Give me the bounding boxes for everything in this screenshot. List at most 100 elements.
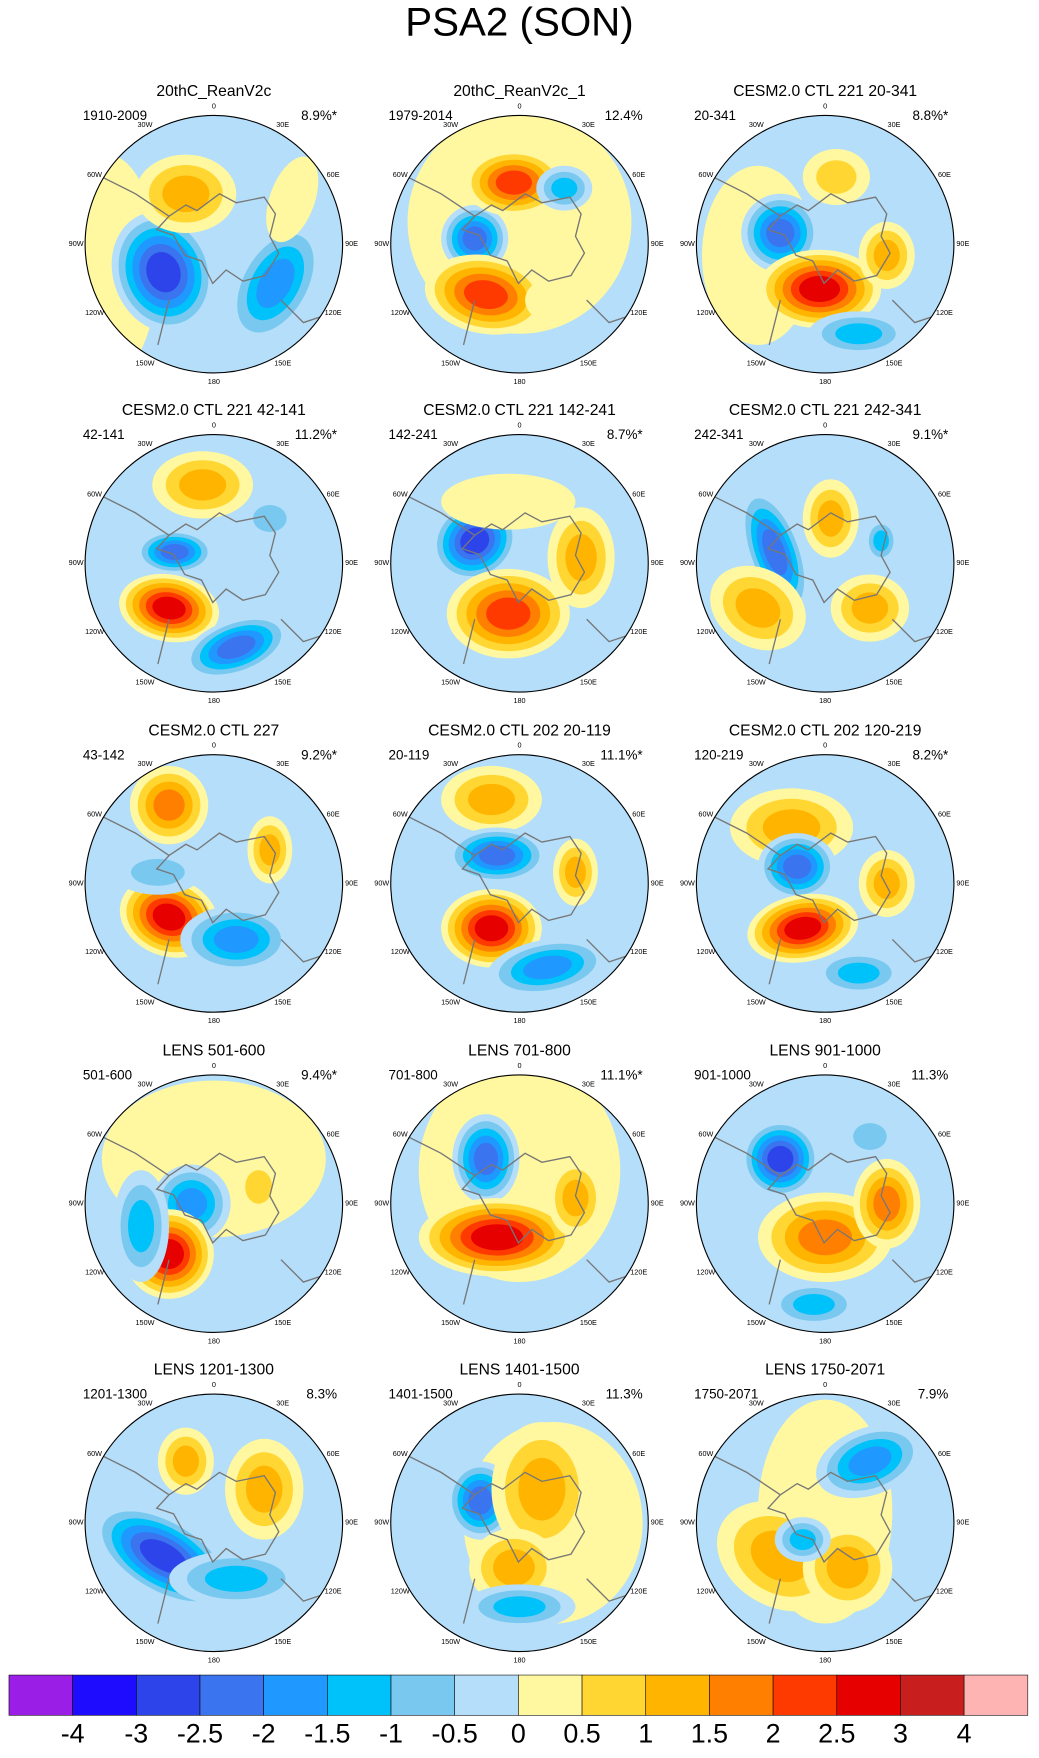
longitude-label: 30E: [888, 439, 901, 448]
longitude-label: 120E: [325, 1267, 342, 1276]
longitude-label: 120E: [936, 1587, 953, 1596]
panel-title: LENS 901-1000: [769, 1043, 881, 1060]
panel-title: CESM2.0 CTL 227: [148, 722, 279, 739]
longitude-label: 180: [513, 1655, 525, 1664]
longitude-label: 60W: [87, 489, 102, 498]
antarctica-outline: [390, 1443, 643, 1624]
map-panel: LENS 1750-2071 1750-2071 7.9% 0 30E 60E 90E 120…: [680, 1362, 970, 1665]
map-panel: LENS 501-600 501-600 9.4%* 0 30E 60E 90E 120E 15…: [69, 1043, 359, 1346]
contour-region: [562, 1179, 589, 1217]
longitude-label: 90W: [680, 1518, 695, 1527]
contour-region: [462, 226, 487, 251]
colorbar-swatch: [900, 1674, 965, 1716]
colorbar-swatch: [8, 1674, 73, 1716]
panel-period: 1910-2009: [83, 108, 147, 123]
panel-title: CESM2.0 CTL 202 120-219: [729, 722, 922, 739]
colorbar-label: -0.5: [432, 1719, 478, 1749]
longitude-label: 0: [212, 1061, 216, 1070]
antarctica-outline: [696, 165, 949, 346]
contour-region: [204, 1565, 268, 1592]
longitude-label: 150W: [441, 1318, 460, 1327]
contour-field: [696, 1394, 954, 1652]
contour-field: [696, 115, 954, 373]
panel-period: 142-241: [389, 427, 438, 442]
antarctica-outline: [85, 1124, 338, 1305]
panel-percent: 8.2%*: [912, 747, 949, 762]
longitude-label: 180: [208, 1016, 220, 1025]
longitude-label: 90E: [651, 239, 664, 248]
panel-title: CESM2.0 CTL 221 20-341: [733, 83, 917, 100]
longitude-label: 120E: [325, 947, 342, 956]
longitude-label: 30E: [582, 1079, 595, 1088]
longitude-label: 30E: [582, 439, 595, 448]
panel-period: 1401-1500: [389, 1387, 453, 1402]
antarctica-outline: [85, 1443, 338, 1624]
longitude-label: 90W: [680, 558, 695, 567]
colorbar-swatch: [709, 1674, 774, 1716]
longitude-label: 150E: [274, 1318, 291, 1327]
contour-region: [762, 529, 788, 576]
contour-region: [474, 915, 509, 942]
panel-percent: 8.3%: [306, 1387, 337, 1402]
antarctica-outline: [390, 484, 643, 665]
longitude-label: 60E: [327, 810, 340, 819]
colorbar-label: -2.5: [177, 1719, 223, 1749]
longitude-label: 90E: [651, 878, 664, 887]
colorbar-swatch: [327, 1674, 392, 1716]
longitude-label: 30W: [749, 1398, 764, 1407]
contour-region: [130, 858, 185, 886]
longitude-label: 120E: [325, 1587, 342, 1596]
contour-field: [85, 754, 343, 1013]
panel-period: 20-341: [694, 108, 736, 123]
panel-title: LENS 701-800: [468, 1043, 571, 1060]
contour-field: [390, 115, 649, 373]
contour-field: [85, 434, 343, 693]
contour-region: [493, 1596, 546, 1618]
map-border: [695, 114, 955, 374]
longitude-label: 150W: [135, 1637, 154, 1646]
colorbar-swatch: [581, 1674, 647, 1716]
contour-region: [518, 1457, 566, 1521]
longitude-label: 60E: [938, 1130, 951, 1139]
contour-region: [245, 1465, 283, 1513]
map-panel: LENS 1201-1300 1201-1300 8.3% 0 30E 60E 90E 120…: [69, 1362, 359, 1665]
contour-region: [146, 252, 181, 293]
contour-region: [799, 275, 841, 303]
panel-period: 42-141: [83, 427, 125, 442]
longitude-label: 90W: [69, 558, 84, 567]
longitude-label: 90W: [69, 878, 84, 887]
longitude-label: 30W: [749, 759, 764, 768]
longitude-label: 120E: [936, 627, 953, 636]
map-border: [84, 1074, 344, 1334]
longitude-label: 30W: [138, 759, 153, 768]
longitude-label: 180: [208, 696, 220, 705]
map-panel: CESM2.0 CTL 221 42-141 42-141 11.2%* 0 30E 60…: [69, 402, 359, 705]
longitude-label: 30E: [276, 120, 289, 129]
contour-region: [817, 500, 844, 537]
colorbar-label: -4: [61, 1719, 85, 1749]
contour-region: [85, 154, 158, 373]
contour-region: [853, 1123, 887, 1150]
longitude-label: 90W: [374, 558, 389, 567]
colorbar-label: -2: [252, 1719, 276, 1749]
panel-title: LENS 501-600: [162, 1043, 265, 1060]
longitude-label: 90W: [374, 878, 389, 887]
longitude-label: 90E: [956, 239, 969, 248]
contour-region: [767, 1145, 794, 1172]
panel-percent: 8.7%*: [607, 427, 644, 442]
contour-region: [478, 845, 516, 866]
longitude-label: 150E: [580, 1318, 597, 1327]
panel-title: LENS 1750-2071: [765, 1362, 885, 1379]
contour-region: [735, 588, 781, 628]
map-panel: 20thC_ReanV2c_1 1979-2014 12.4% 0 30E 60E 90E 1…: [374, 83, 664, 386]
longitude-label: 120W: [391, 308, 410, 317]
contour-region: [873, 867, 900, 900]
longitude-label: 180: [208, 1336, 220, 1345]
colorbar-label: 4: [957, 1719, 972, 1749]
longitude-label: 0: [517, 420, 521, 429]
longitude-label: 90E: [956, 1518, 969, 1527]
longitude-label: 90E: [956, 878, 969, 887]
longitude-label: 30E: [582, 120, 595, 129]
longitude-label: 90E: [345, 1518, 358, 1527]
